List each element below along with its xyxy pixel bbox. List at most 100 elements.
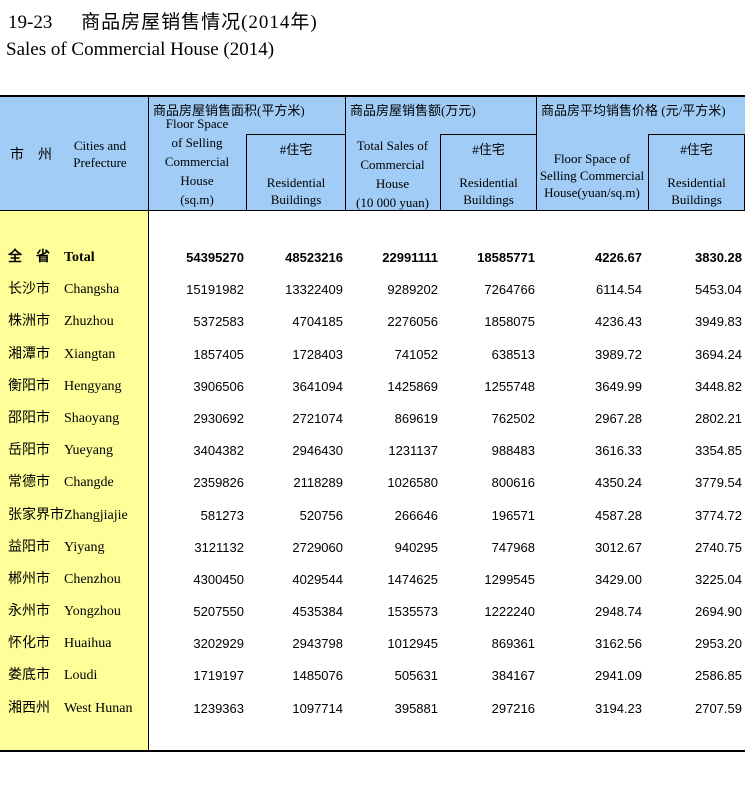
- row-floor-space-total: 1857405: [193, 346, 244, 362]
- row-city-zh: 全 省: [8, 250, 50, 265]
- row-avg-price-total: 3616.33: [595, 443, 642, 459]
- row-floor-space-total: 581273: [200, 507, 244, 523]
- row-avg-price-total: 4350.24: [595, 475, 642, 491]
- row-floor-space-residential: 4704185: [292, 314, 343, 330]
- table-body: 全 省 Total 54395270 48523216 22991111 185…: [0, 211, 745, 750]
- row-avg-price-residential: 3694.24: [695, 346, 742, 362]
- row-city-en: Yueyang: [64, 443, 113, 459]
- row-avg-price-total: 6114.54: [595, 282, 642, 298]
- table-row: 湘潭市 Xiangtan 1857405 1728403 741052 6385…: [0, 339, 745, 371]
- row-sales-total: 741052: [394, 346, 438, 362]
- row-avg-price-residential: 2802.21: [695, 410, 742, 426]
- row-sales-residential: 18585771: [477, 250, 535, 265]
- table-row: 湘西州 West Hunan 1239363 1097714 395881 29…: [0, 693, 745, 725]
- row-sales-total: 395881: [394, 700, 438, 716]
- row-sales-total: 266646: [394, 507, 438, 523]
- row-avg-price-total: 3649.99: [595, 378, 642, 394]
- header-cell-floor-space-residential: #住宅 Residential Buildings: [246, 134, 345, 211]
- row-floor-space-total: 1719197: [193, 668, 244, 684]
- row-city-zh: 郴州市: [8, 571, 50, 587]
- row-sales-total: 1012945: [387, 636, 438, 652]
- row-sales-residential: 1255748: [484, 378, 535, 394]
- header-group-average-price: 商品房平均销售价格 (元/平方米): [536, 97, 745, 210]
- page-title-chinese: 商品房屋销售情况(2014年): [81, 12, 318, 33]
- table-rows: 全 省 Total 54395270 48523216 22991111 185…: [0, 242, 745, 725]
- row-floor-space-residential: 2721074: [292, 410, 343, 426]
- header-residential-zh: #住宅: [472, 142, 505, 157]
- row-avg-price-total: 3162.56: [595, 636, 642, 652]
- table-row: 怀化市 Huaihua 3202929 2943798 1012945 8693…: [0, 628, 745, 660]
- header-residential-en: Residential Buildings: [667, 175, 726, 207]
- table-catalog-number: 19-23: [8, 12, 53, 33]
- row-avg-price-residential: 3949.83: [695, 314, 742, 330]
- table-row: 长沙市 Changsha 15191982 13322409 9289202 7…: [0, 274, 745, 306]
- header-cell-total-sales-en: Total Sales of Commercial House (10 000 …: [356, 138, 429, 210]
- row-city-zh: 湘潭市: [8, 346, 50, 362]
- row-avg-price-residential: 2586.85: [695, 668, 742, 684]
- row-city-zh: 长沙市: [8, 282, 50, 298]
- table-row: 常德市 Changde 2359826 2118289 1026580 8006…: [0, 467, 745, 499]
- row-floor-space-total: 3404382: [193, 443, 244, 459]
- row-floor-space-total: 2930692: [193, 410, 244, 426]
- row-floor-space-total: 5207550: [193, 604, 244, 620]
- table-row: 张家界市 Zhangjiajie 581273 520756 266646 19…: [0, 500, 745, 532]
- row-sales-residential: 747968: [491, 539, 535, 555]
- header-cell-cities: 市 州 Cities and Prefecture: [0, 97, 148, 210]
- table-row: 邵阳市 Shaoyang 2930692 2721074 869619 7625…: [0, 403, 745, 435]
- page-title: 19-23 商品房屋销售情况(2014年): [8, 7, 318, 34]
- row-floor-space-residential: 520756: [299, 507, 343, 523]
- row-city-en: Total: [64, 250, 95, 265]
- row-floor-space-residential: 3641094: [292, 378, 343, 394]
- row-floor-space-residential: 2118289: [293, 475, 343, 491]
- row-floor-space-residential: 2946430: [292, 443, 343, 459]
- header-group-average-price-title: 商品房平均销售价格 (元/平方米): [541, 103, 726, 118]
- row-avg-price-total: 2967.28: [595, 410, 642, 426]
- row-avg-price-total: 3012.67: [595, 539, 642, 555]
- row-sales-total: 1026580: [387, 475, 438, 491]
- header-group-total-sales: 商品房屋销售额(万元): [345, 97, 536, 210]
- row-sales-residential: 196571: [491, 507, 535, 523]
- row-floor-space-residential: 4029544: [292, 571, 343, 587]
- row-floor-space-residential: 13322409: [285, 282, 343, 298]
- row-sales-residential: 384167: [491, 668, 535, 684]
- row-floor-space-residential: 4535384: [292, 604, 343, 620]
- row-avg-price-residential: 3225.04: [695, 571, 742, 587]
- header-cell-floor-space-en: Floor Space of Selling Commercial House …: [164, 116, 230, 207]
- table-row: 全 省 Total 54395270 48523216 22991111 185…: [0, 242, 745, 274]
- row-floor-space-residential: 2943798: [292, 636, 343, 652]
- statistics-table: 市 州 Cities and Prefecture 商品房屋销售面积(平方米) …: [0, 95, 745, 752]
- row-city-zh: 益阳市: [8, 539, 50, 555]
- row-avg-price-residential: 3830.28: [695, 250, 742, 265]
- header-group-floor-space-title: 商品房屋销售面积(平方米): [153, 103, 305, 118]
- row-city-en: Xiangtan: [64, 346, 116, 362]
- row-sales-residential: 800616: [491, 475, 535, 491]
- row-floor-space-total: 4300450: [193, 571, 244, 587]
- row-floor-space-total: 3202929: [193, 636, 244, 652]
- row-sales-residential: 988483: [491, 443, 535, 459]
- row-sales-total: 1535573: [387, 604, 438, 620]
- row-city-zh: 永州市: [8, 604, 50, 620]
- row-avg-price-total: 3429.00: [595, 571, 642, 587]
- row-floor-space-total: 3121132: [194, 539, 244, 555]
- row-floor-space-total: 1239363: [193, 700, 244, 716]
- row-sales-residential: 1222240: [484, 604, 535, 620]
- table-row: 衡阳市 Hengyang 3906506 3641094 1425869 125…: [0, 371, 745, 403]
- header-residential-zh: #住宅: [680, 142, 713, 157]
- row-city-en: Loudi: [64, 668, 98, 684]
- row-city-en: Changsha: [64, 282, 120, 298]
- row-city-en: Shaoyang: [64, 410, 120, 426]
- table-row: 益阳市 Yiyang 3121132 2729060 940295 747968…: [0, 532, 745, 564]
- row-avg-price-residential: 3448.82: [695, 378, 742, 394]
- row-floor-space-total: 54395270: [186, 250, 244, 265]
- row-avg-price-residential: 5453.04: [695, 282, 742, 298]
- row-avg-price-total: 4226.67: [595, 250, 642, 265]
- row-city-zh: 株洲市: [8, 314, 50, 330]
- header-group-total-sales-title: 商品房屋销售额(万元): [350, 103, 476, 118]
- row-sales-residential: 7264766: [484, 282, 535, 298]
- row-city-en: Changde: [64, 475, 114, 491]
- header-cell-average-price-residential: #住宅 Residential Buildings: [648, 134, 745, 211]
- row-city-zh: 怀化市: [8, 636, 50, 652]
- table-row: 株洲市 Zhuzhou 5372583 4704185 2276056 1858…: [0, 306, 745, 338]
- row-city-zh: 娄底市: [8, 668, 50, 684]
- header-residential-zh: #住宅: [279, 142, 313, 157]
